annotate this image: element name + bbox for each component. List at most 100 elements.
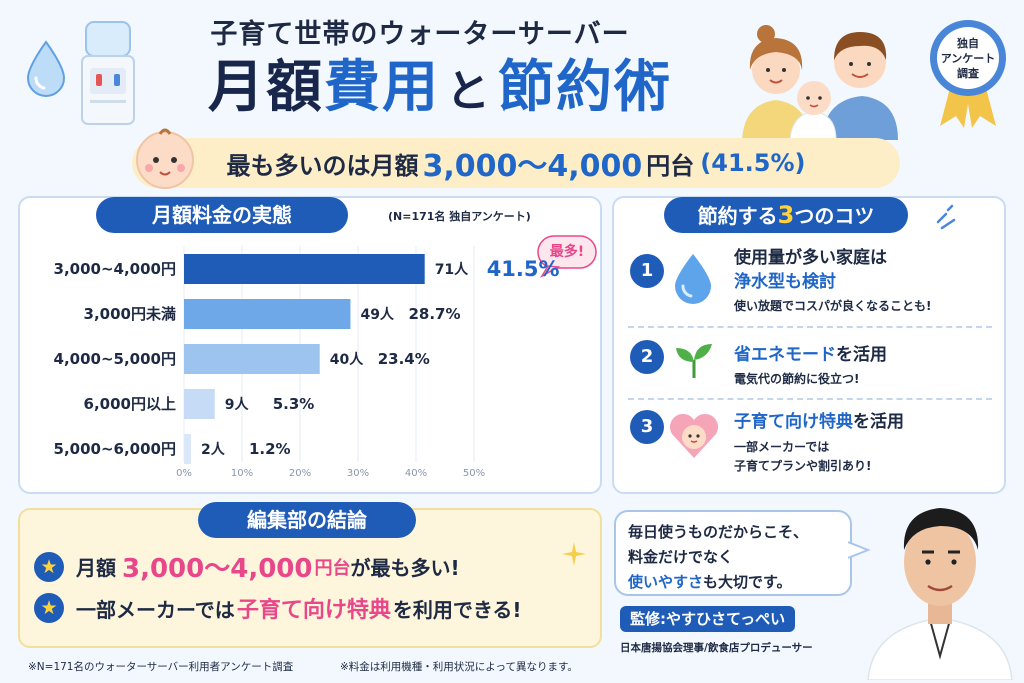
conclusion-row-1: ★ 月額 3,000～4,000 円台 が最も多い! — [34, 548, 460, 585]
baby-heart-icon — [669, 413, 719, 458]
count-label: 2人 — [201, 441, 226, 458]
conc1-a: 月額 — [76, 556, 116, 580]
speech-line-3-highlight: 使いやすさ — [628, 573, 704, 591]
x-tick-label: 40% — [405, 468, 427, 479]
category-label: 6,000円以上 — [84, 395, 176, 413]
speech-line-3-rest: も大切です。 — [703, 573, 792, 591]
speech-line-1: 毎日使うものだからこそ、 — [628, 523, 809, 541]
tip-2-title-rest: を活用 — [836, 345, 887, 365]
tip-3-title: 子育て向け特典を活用 — [734, 410, 904, 434]
tip-3-desc-line1: 一部メーカーでは — [734, 440, 830, 454]
bar — [184, 344, 320, 374]
count-label: 9人 — [225, 396, 250, 413]
survey-badge: 独自 アンケート 調査 — [928, 18, 1008, 130]
percent-label: 41.5% — [487, 257, 560, 281]
chart-panel-title: 月額料金の実態 — [96, 197, 348, 233]
badge-line-1: 独自 — [957, 37, 979, 50]
bar — [184, 389, 215, 419]
x-tick-label: 30% — [347, 468, 369, 479]
highlight-prefix: 最も多いのは月額 — [226, 151, 419, 180]
badge-line-2: アンケート — [940, 52, 996, 65]
x-tick-label: 0% — [176, 468, 192, 479]
conclusion-title: 編集部の結論 — [198, 502, 416, 538]
tip-number-1: 1 — [630, 254, 664, 288]
x-tick-label: 20% — [289, 468, 311, 479]
tip-number-2: 2 — [630, 340, 664, 374]
star-icon: ★ — [34, 593, 64, 623]
highlight-banner: 最も多いのは月額 3,000～4,000 円台 (41.5%) — [132, 138, 900, 188]
callout-text: 最多! — [549, 244, 585, 260]
x-tick-label: 10% — [231, 468, 253, 479]
conc1-highlight: 3,000～4,000 — [122, 554, 313, 584]
bar-chart: 0% 10% 20% 30% 40% 50% 3,000~4,000円 71人 41.5% 3,0… — [54, 246, 560, 479]
tips-panel — [612, 196, 1006, 494]
x-tick-label: 50% — [463, 468, 485, 479]
title-part-and: と — [446, 66, 492, 117]
tip-3-title-rest: を活用 — [853, 412, 904, 432]
tip-number-3: 3 — [630, 410, 664, 444]
tip-1-desc: 使い放題でコスパが良くなることも! — [734, 299, 932, 313]
star-icon: ★ — [34, 551, 64, 582]
sparkle-icon — [562, 542, 586, 566]
rosette-ribbon-icon — [930, 20, 1006, 128]
page-title: 月額費用と節約術 — [160, 52, 720, 128]
highlight-suffix: 円台 — [646, 151, 695, 180]
tips-title-num: 3 — [777, 201, 795, 229]
tip-3-desc: 一部メーカーでは 子育てプランや割引あり! — [734, 438, 871, 476]
conc2-a: 一部メーカーでは — [76, 597, 235, 622]
tip-1-title-line1: 使用量が多い家庭は — [734, 248, 887, 268]
conclusion-row-2: ★ 一部メーカーでは 子育て向け特典 を利用できる! — [34, 592, 522, 624]
count-label: 40人 — [330, 351, 364, 368]
supervisor-name: 監修:やすひさてっぺい — [620, 606, 796, 632]
title-part-saving: 節約術 — [498, 55, 672, 120]
callout-bubble-shape — [537, 235, 597, 278]
water-server-icon — [81, 21, 135, 125]
most-callout: 最多! — [536, 234, 598, 278]
family-illustration — [742, 25, 898, 140]
supervisor-role: 日本唐揚協会理事/飲食店プロデューサー — [620, 642, 813, 654]
highlight-percent: (41.5%) — [700, 149, 806, 177]
count-label: 71人 — [435, 261, 469, 278]
water-drop-icon — [675, 254, 711, 304]
speech-tail-shape — [848, 541, 870, 559]
bar — [184, 254, 425, 284]
percent-label: 28.7% — [408, 305, 460, 323]
sprout-icon — [676, 344, 712, 378]
percent-label: 23.4% — [378, 350, 430, 368]
tip-2-title: 省エネモードを活用 — [734, 343, 887, 367]
tip-1-title: 使用量が多い家庭は 浄水型も検討 — [734, 246, 887, 294]
conc1-b: が最も多い! — [350, 556, 460, 580]
bar — [184, 299, 351, 329]
tip-2-title-highlight: 省エネモード — [734, 345, 836, 365]
highlight-amount: 3,000～4,000 — [422, 149, 643, 184]
tips-title-b: つのコツ — [794, 204, 875, 228]
count-label: 49人 — [360, 306, 394, 323]
percent-label: 5.3% — [273, 395, 315, 413]
baby-face-icon — [136, 128, 194, 189]
tips-panel-title: 節約する3つのコツ — [664, 197, 908, 233]
tip-3-title-highlight: 子育て向け特典 — [734, 412, 853, 432]
sparkle-lines-icon — [936, 204, 956, 230]
chart-note: (N=171名 独自アンケート) — [388, 210, 531, 223]
title-part-cost: 費用 — [324, 55, 440, 120]
tip-1-title-line2: 浄水型も検討 — [734, 272, 836, 292]
conc2-highlight: 子育て向け特典 — [236, 598, 391, 623]
category-label: 3,000~4,000円 — [54, 260, 176, 278]
conc1-unit: 円台 — [314, 557, 351, 579]
footnote-right: ※料金は利用機種・利用状況によって異なります。 — [340, 661, 578, 673]
badge-line-3: 調査 — [957, 67, 979, 80]
header-subtitle: 子育て世帯のウォーターサーバー — [210, 19, 630, 50]
category-label: 3,000円未満 — [84, 305, 176, 323]
tip-2-desc: 電気代の節約に役立つ! — [734, 372, 860, 386]
supervisor-portrait — [867, 508, 1013, 680]
category-label: 5,000~6,000円 — [54, 440, 176, 458]
conc2-b: を利用できる! — [392, 597, 522, 622]
percent-label: 1.2% — [249, 440, 291, 458]
water-drop-icon — [26, 40, 66, 97]
title-part-monthly: 月額 — [208, 55, 324, 120]
supervisor-speech-bubble: 毎日使うものだからこそ、 料金だけでなく 使いやすさも大切です。 — [614, 510, 852, 596]
speech-line-2: 料金だけでなく — [628, 548, 734, 566]
tip-3-desc-line2: 子育てプランや割引あり! — [734, 459, 872, 473]
category-label: 4,000~5,000円 — [54, 350, 176, 368]
tips-title-a: 節約する — [697, 204, 778, 228]
